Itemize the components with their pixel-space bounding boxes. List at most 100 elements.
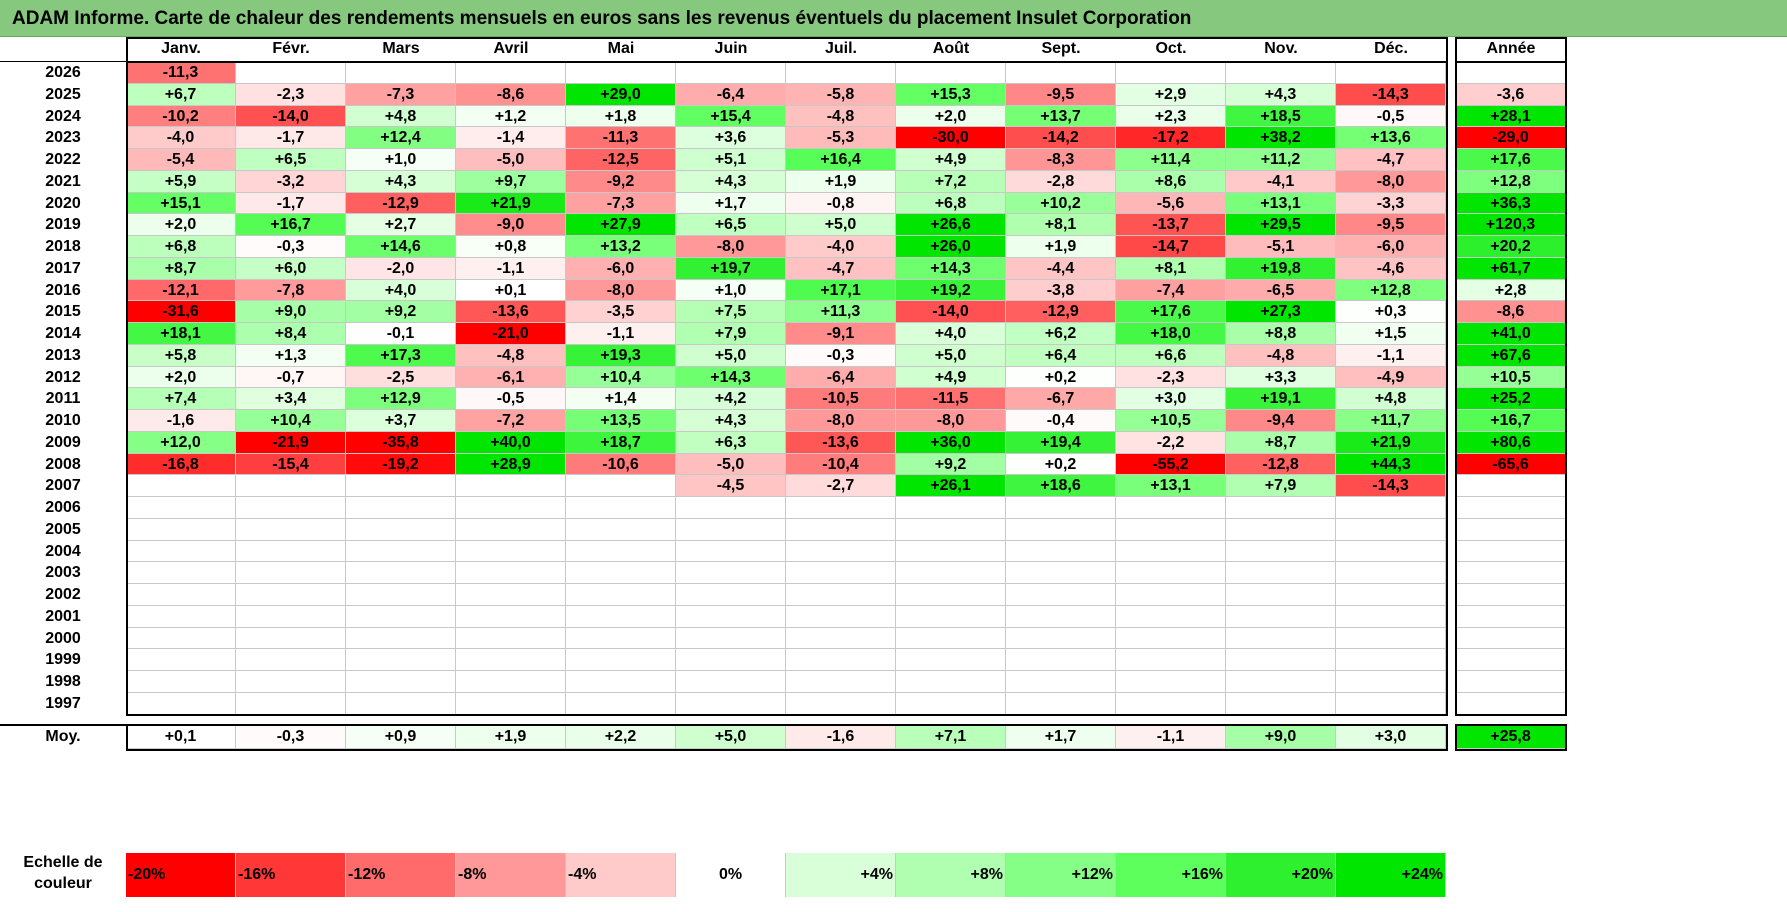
heatmap-cell [346,692,456,715]
heatmap-cell: +10,4 [566,366,676,389]
heatmap-cell [1336,518,1446,541]
year-label: 2015 [45,303,81,321]
annual-cell: +80,6 [1456,431,1566,454]
heatmap-cell [236,584,346,606]
heatmap-cell: +21,9 [456,192,566,215]
heatmap-cell: -14,3 [1336,475,1446,497]
heatmap-cell: -9,5 [1336,214,1446,236]
heatmap-cell: +13,6 [1336,127,1446,149]
heatmap-cell [566,649,676,671]
heatmap-cell: +14,6 [346,236,456,258]
heatmap-cell: -1,1 [1336,344,1446,367]
heatmap-cell: -7,8 [236,279,346,302]
heatmap-cell [786,692,896,715]
annual-cell: -3,6 [1456,83,1566,106]
heatmap-cell: +28,9 [456,453,566,476]
heatmap-cell: -5,3 [786,127,896,149]
heatmap-cell [1336,649,1446,671]
heatmap-cell: -5,8 [786,83,896,106]
heatmap-cell: -9,4 [1226,410,1336,432]
heatmap-cell: +6,5 [676,214,786,236]
year-label: 2023 [45,129,81,147]
heatmap-cell: -4,1 [1226,170,1336,193]
heatmap-cell: -2,8 [1006,170,1116,193]
heatmap-cell: +19,4 [1006,431,1116,454]
heatmap-cell: -7,4 [1116,279,1226,302]
heatmap-cell: +6,5 [236,149,346,171]
heatmap-cell [786,605,896,628]
year-label: 2025 [45,85,81,103]
heatmap-cell [786,518,896,541]
heatmap-cell [786,671,896,693]
heatmap-cell: +6,2 [1006,323,1116,345]
heatmap-cell [896,692,1006,715]
annual-cell: +28,1 [1456,105,1566,128]
heatmap-cell: +15,1 [126,192,236,215]
heatmap-cell [456,584,566,606]
heatmap-cell: -6,1 [456,366,566,389]
heatmap-cell: +18,0 [1116,323,1226,345]
heatmap-cell: +11,2 [1226,149,1336,171]
annual-cell [1456,62,1566,84]
heatmap-cell [126,518,236,541]
heatmap-cell: +13,1 [1226,192,1336,215]
heatmap-cell: +5,1 [676,149,786,171]
heatmap-cell: -12,9 [1006,301,1116,323]
heatmap-cell: -4,0 [786,236,896,258]
annual-cell [1456,627,1566,650]
heatmap-cell [786,584,896,606]
heatmap-cell: -12,1 [126,279,236,302]
heatmap-cell [456,562,566,584]
heatmap-cell [566,62,676,84]
heatmap-cell [676,627,786,650]
year-label: 2020 [45,194,81,212]
heatmap-cell: +4,8 [346,105,456,128]
heatmap-cell: +2,9 [1116,83,1226,106]
heatmap-cell [1226,671,1336,693]
heatmap-cell [1226,518,1336,541]
heatmap-cell: +10,2 [1006,192,1116,215]
heatmap-cell: +7,4 [126,388,236,410]
heatmap-cell [1116,605,1226,628]
annual-cell: +25,2 [1456,388,1566,410]
year-label: 2008 [45,455,81,473]
heatmap-cell [1116,649,1226,671]
heatmap-cell [1226,649,1336,671]
heatmap-cell: +9,2 [346,301,456,323]
heatmap-cell: +17,1 [786,279,896,302]
color-scale-swatch: -8% [456,853,566,897]
heatmap-cell: +2,0 [126,366,236,389]
title-bar: ADAM Informe. Carte de chaleur des rende… [0,0,1787,37]
heatmap-cell: -13,6 [786,431,896,454]
heatmap-cell: +21,9 [1336,431,1446,454]
heatmap-cell [456,475,566,497]
heatmap-cell: -35,8 [346,431,456,454]
heatmap-cell: +18,6 [1006,475,1116,497]
heatmap-cell [676,62,786,84]
heatmap-cell: +7,9 [676,323,786,345]
heatmap-cell [456,649,566,671]
heatmap-cell: -12,5 [566,149,676,171]
year-label: 1997 [45,694,81,712]
heatmap-cell: +26,0 [896,236,1006,258]
heatmap-cell: -2,0 [346,257,456,280]
heatmap-cell: -1,6 [126,410,236,432]
heatmap-cell: +1,9 [786,170,896,193]
heatmap-cell [126,584,236,606]
heatmap-cell: +6,0 [236,257,346,280]
color-scale-swatch: +12% [1006,853,1116,897]
heatmap-cell: +1,7 [676,192,786,215]
heatmap-cell: -3,8 [1006,279,1116,302]
average-annual-cell: +25,8 [1456,724,1566,749]
heatmap-cell: +15,4 [676,105,786,128]
heatmap-cell: +1,8 [566,105,676,128]
heatmap-cell: -7,3 [346,83,456,106]
heatmap-cell [1116,497,1226,519]
heatmap-cell [1336,540,1446,563]
heatmap-cell [896,62,1006,84]
heatmap-cell [1226,497,1336,519]
heatmap-cell [346,62,456,84]
annual-cell: -65,6 [1456,453,1566,476]
color-scale-swatch: -12% [346,853,456,897]
heatmap-cell: +8,6 [1116,170,1226,193]
